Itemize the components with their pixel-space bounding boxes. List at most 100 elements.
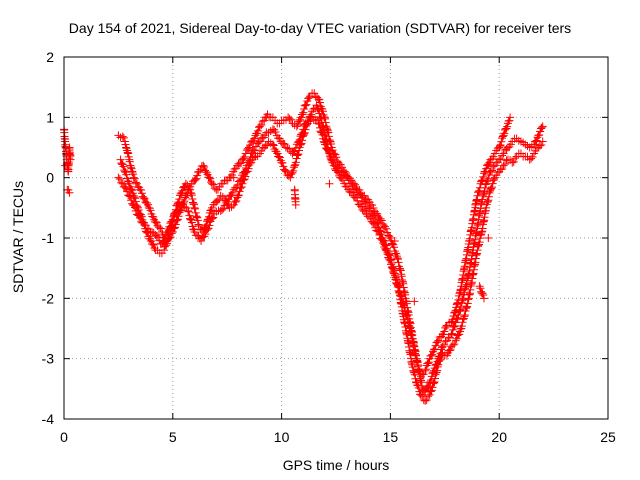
data-point	[538, 137, 547, 146]
data-point	[279, 139, 288, 148]
x-tick-label: 10	[274, 429, 290, 445]
data-point	[254, 138, 263, 147]
data-point	[117, 159, 126, 168]
data-point	[266, 126, 275, 135]
data-point	[408, 363, 417, 372]
data-point	[424, 392, 433, 401]
data-point	[143, 199, 152, 208]
data-point	[159, 237, 168, 246]
data-point	[207, 214, 216, 223]
data-point	[463, 302, 472, 311]
data-point	[436, 355, 445, 364]
data-point	[393, 254, 402, 263]
data-point	[475, 238, 484, 247]
data-point	[464, 295, 473, 304]
data-point	[301, 101, 310, 110]
data-point	[154, 233, 163, 242]
data-point	[527, 154, 536, 163]
data-point	[160, 246, 169, 255]
data-point	[453, 299, 462, 308]
data-point	[394, 258, 403, 267]
data-point	[287, 115, 296, 124]
data-point	[148, 239, 157, 248]
x-tick-label: 5	[169, 429, 177, 445]
data-point	[168, 217, 177, 226]
data-point	[291, 200, 300, 209]
data-point	[65, 188, 74, 197]
data-point	[246, 152, 255, 161]
y-tick-label: -4	[42, 411, 55, 427]
data-point	[392, 276, 401, 285]
data-point	[422, 361, 431, 370]
data-point	[293, 120, 302, 129]
data-point	[475, 183, 484, 192]
data-point	[445, 346, 454, 355]
data-point	[129, 201, 138, 210]
data-point	[146, 206, 155, 215]
data-point	[314, 95, 323, 104]
data-point	[380, 222, 389, 231]
data-point	[177, 188, 186, 197]
data-point	[156, 224, 165, 233]
data-point	[460, 311, 469, 320]
data-point	[448, 341, 457, 350]
data-point	[488, 179, 497, 188]
data-point	[536, 124, 545, 133]
data-point	[209, 180, 218, 189]
data-point	[457, 322, 466, 331]
data-point	[125, 157, 134, 166]
data-point	[190, 200, 199, 209]
data-point	[385, 232, 394, 241]
data-point	[387, 255, 396, 264]
data-point	[185, 214, 194, 223]
data-point	[429, 345, 438, 354]
data-point	[315, 109, 324, 118]
data-point	[490, 174, 499, 183]
data-point	[137, 189, 146, 198]
data-point	[123, 148, 132, 157]
data-point	[424, 359, 433, 368]
data-point	[114, 173, 123, 182]
data-point	[192, 212, 201, 221]
data-point	[320, 138, 329, 147]
data-point	[169, 215, 178, 224]
data-point	[286, 173, 295, 182]
data-point	[124, 177, 133, 186]
y-tick-label: 0	[46, 170, 54, 186]
data-point	[473, 242, 482, 251]
data-point	[191, 175, 200, 184]
data-point	[452, 334, 461, 343]
data-point	[271, 128, 280, 137]
data-point	[511, 154, 520, 163]
data-point	[324, 148, 333, 157]
data-point	[482, 203, 491, 212]
data-point	[357, 193, 366, 202]
data-point	[115, 174, 124, 183]
data-point	[484, 234, 493, 242]
data-point	[318, 130, 327, 139]
data-point	[180, 202, 189, 211]
data-point	[430, 378, 439, 387]
data-point	[119, 162, 128, 171]
data-point	[429, 378, 438, 387]
data-point	[188, 198, 197, 207]
data-point	[413, 357, 422, 366]
data-point	[123, 187, 132, 196]
data-point	[390, 243, 399, 252]
data-point	[372, 218, 381, 227]
data-point	[122, 170, 131, 179]
data-point	[194, 220, 203, 229]
data-point	[294, 117, 303, 126]
data-point	[496, 140, 505, 149]
data-point	[434, 360, 443, 369]
data-point	[311, 115, 320, 124]
data-point	[421, 366, 430, 375]
data-point	[448, 315, 457, 324]
data-point	[430, 345, 439, 354]
data-point	[499, 131, 508, 140]
data-point	[120, 166, 129, 175]
data-point	[161, 230, 170, 239]
data-point	[298, 110, 307, 119]
data-point	[192, 213, 201, 222]
data-point	[119, 133, 128, 142]
